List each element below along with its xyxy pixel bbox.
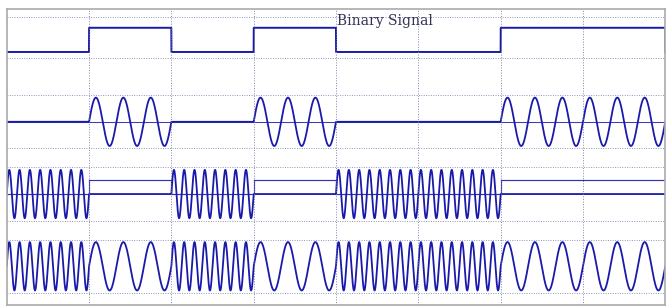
Text: Binary Signal: Binary Signal bbox=[337, 14, 433, 28]
